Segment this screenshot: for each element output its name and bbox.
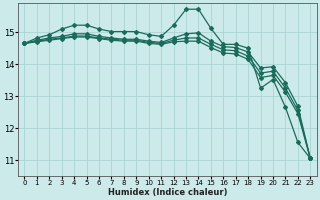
X-axis label: Humidex (Indice chaleur): Humidex (Indice chaleur) [108,188,227,197]
